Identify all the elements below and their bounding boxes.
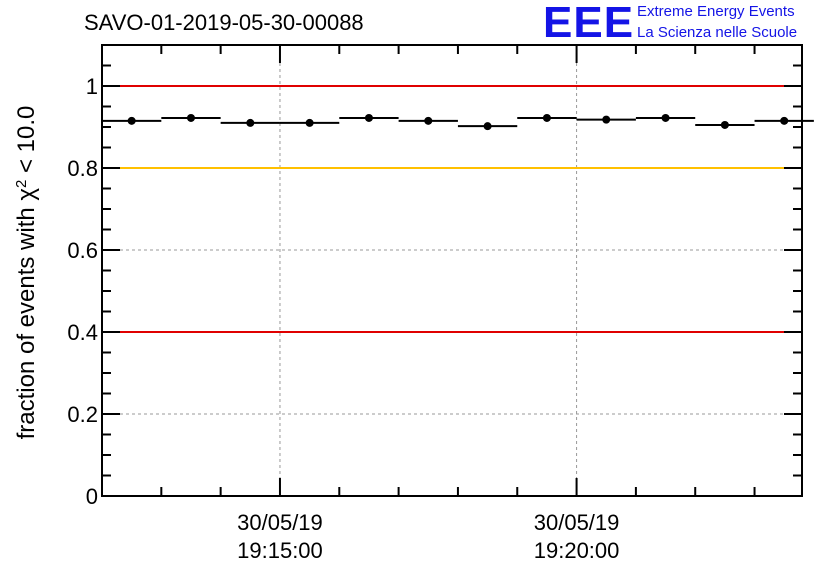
x-tick-label-date: 30/05/19 — [237, 510, 323, 535]
eee-logo: EEE Extreme Energy Events La Scienza nel… — [543, 0, 833, 46]
y-tick-label: 0.2 — [67, 402, 98, 427]
data-series — [102, 113, 814, 131]
data-point — [424, 116, 433, 125]
y-tick-label: 0.4 — [67, 320, 98, 345]
data-point — [780, 116, 789, 125]
plot-frame — [101, 44, 803, 497]
eee-logo-mark: EEE — [543, 0, 635, 47]
data-point — [364, 113, 373, 122]
x-tick-label-time: 19:15:00 — [237, 538, 323, 563]
grid-layer — [102, 45, 802, 497]
y-axis-label: fraction of events with χ2 < 10.0 — [13, 106, 41, 440]
tick-labels: 0 0.2 0.4 0.6 0.8 1 30/05/19 19:15:00 30/05/19 19… — [67, 74, 619, 563]
data-point — [246, 118, 255, 127]
chart-title: SAVO-01-2019-05-30-00088 — [84, 10, 364, 35]
axis-ticks — [101, 44, 802, 497]
logo-line-2: La Scienza nelle Scuole — [637, 24, 798, 41]
x-tick-label-time: 19:20:00 — [534, 538, 620, 563]
data-point — [127, 116, 136, 125]
data-point — [542, 113, 551, 122]
data-point — [602, 115, 611, 124]
y-tick-label: 1 — [86, 74, 98, 99]
data-point — [720, 120, 729, 129]
y-tick-label: 0 — [86, 484, 98, 509]
reference-lines — [102, 85, 802, 333]
data-point — [305, 118, 314, 127]
data-point — [186, 113, 195, 122]
y-axis-label-sup: 2 — [13, 180, 30, 188]
data-point — [661, 113, 670, 122]
y-axis-label-suffix: < 10.0 — [13, 106, 40, 180]
y-tick-label: 0.6 — [67, 238, 98, 263]
x-tick-label-date: 30/05/19 — [534, 510, 620, 535]
y-tick-label: 0.8 — [67, 156, 98, 181]
data-point — [483, 122, 492, 131]
y-axis-label-prefix: fraction of events with χ — [13, 188, 40, 440]
logo-line-1: Extreme Energy Events — [637, 3, 795, 20]
